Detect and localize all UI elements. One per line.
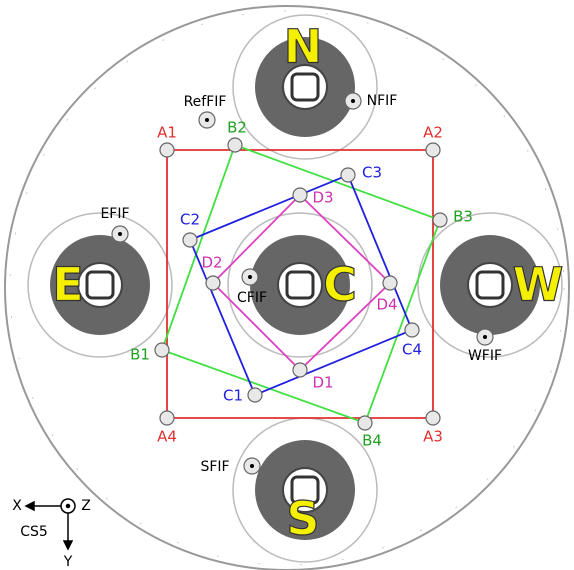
- fiducial-label: CFIF: [237, 290, 267, 306]
- point-label: B3: [453, 208, 473, 226]
- fiducial-holes: [111, 92, 494, 475]
- mount-label: S: [286, 492, 319, 546]
- point-label: D4: [376, 296, 397, 314]
- frame-label: CS5: [20, 524, 48, 540]
- coordinate-system: [24, 498, 76, 551]
- axis-label: X: [12, 498, 22, 514]
- fiducial-label: NFIF: [367, 93, 398, 109]
- point-label: A1: [157, 124, 177, 142]
- point-label: A2: [423, 124, 443, 142]
- point-label: C1: [223, 387, 243, 405]
- fiducial-label: SFIF: [200, 459, 229, 475]
- point-label: C2: [180, 211, 200, 229]
- point-label: D1: [312, 374, 333, 392]
- axis-label: Z: [81, 498, 91, 514]
- point-label: B4: [362, 432, 382, 450]
- fiducial-label: RefFIF: [184, 94, 227, 110]
- point-label: C3: [362, 164, 382, 182]
- fiducial-label: WFIF: [468, 348, 502, 364]
- point-holes: [154, 137, 448, 431]
- mount-label: W: [513, 258, 564, 312]
- mount-label: E: [52, 258, 83, 312]
- fiducial-label: EFIF: [100, 206, 129, 222]
- point-label: C4: [402, 341, 422, 359]
- point-label: D3: [312, 189, 333, 207]
- point-label: B1: [130, 346, 150, 364]
- point-label: D2: [201, 254, 222, 272]
- mount-label: N: [284, 20, 323, 74]
- point-label: A3: [423, 428, 443, 446]
- axis-label: Y: [63, 554, 73, 570]
- point-label: B2: [227, 119, 247, 137]
- point-label: A4: [157, 428, 177, 446]
- mount-label: C: [323, 258, 357, 312]
